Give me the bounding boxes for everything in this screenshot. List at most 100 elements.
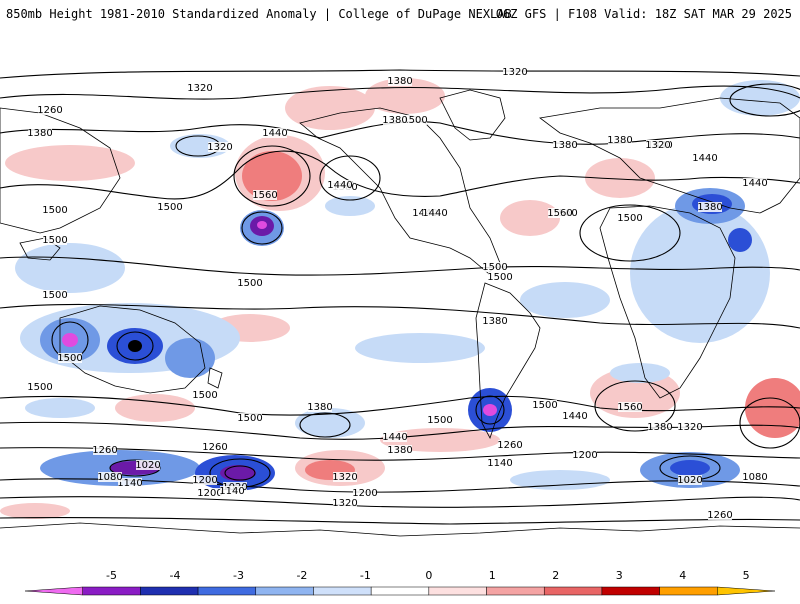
contour-label: 1260 — [707, 510, 732, 521]
contour-closed-high — [579, 204, 681, 262]
anomaly-negative-core — [128, 340, 142, 352]
contour-label: 1320 — [332, 472, 357, 483]
contour-closed-low — [116, 331, 154, 361]
contour-label-bg — [618, 213, 642, 223]
contour-label-bg — [648, 422, 672, 432]
coastline-africa — [599, 205, 736, 399]
colorbar-tick-label: 3 — [616, 569, 623, 582]
coastline-eurasia-west — [0, 107, 121, 234]
contour-label: 1380 — [647, 422, 672, 433]
contour-label: 1500 — [532, 400, 557, 411]
contour-label-bg — [188, 83, 212, 93]
contour-label: 1320 — [332, 498, 357, 509]
colorbar-tick-label: -1 — [360, 569, 371, 582]
contour-label-bg — [43, 235, 67, 245]
colorbar-arrow-low — [24, 586, 83, 596]
contour-line — [0, 69, 800, 79]
contour-label: 1320 — [502, 67, 527, 78]
contour-line — [0, 150, 800, 200]
contour-label: 1380 — [382, 115, 407, 126]
contour-closed-high — [233, 145, 311, 207]
contour-label: 1140 — [117, 478, 142, 489]
contour-label: 1440 — [692, 153, 717, 164]
anomaly-negative-core — [257, 221, 267, 229]
contour-label: 1500 — [617, 213, 642, 224]
contour-line — [0, 256, 800, 276]
colorbar-tick-label: -2 — [296, 569, 307, 582]
contour-label: 1500 — [57, 353, 82, 364]
contour-line — [0, 496, 800, 508]
contour-label-bg — [548, 208, 572, 218]
contour-label-bg — [28, 128, 52, 138]
anomaly-positive-core — [745, 378, 800, 438]
anomaly-negative-region — [355, 333, 485, 363]
contour-label: 1080 — [742, 472, 767, 483]
contour-label: 1500 — [42, 235, 67, 246]
anomaly-positive-core — [242, 151, 302, 201]
contour-label: 1260 — [202, 442, 227, 453]
contour-label: 1440 — [262, 128, 287, 139]
contour-label-bg — [98, 472, 122, 482]
contour-closed-low — [224, 465, 256, 481]
anomaly-negative-core — [483, 404, 497, 416]
colorbar-tick-label: -4 — [170, 569, 181, 582]
colorbar-tick-label: 4 — [679, 569, 686, 582]
colorbar-swatch — [313, 586, 372, 596]
contour-label: 1380 — [387, 445, 412, 456]
contour-label-bg — [28, 382, 52, 392]
contour-label-bg — [483, 316, 507, 326]
contour-label-bg — [388, 445, 412, 455]
anomaly-positive-region — [500, 200, 560, 236]
contour-closed-low — [241, 211, 283, 245]
contour-label-bg — [483, 262, 507, 272]
colorbar-swatch — [140, 586, 199, 596]
contour-label: 1200 — [197, 488, 222, 499]
contour-labels: 1260132013801440150015601500138014401560… — [27, 67, 768, 521]
map-title: 850mb Height 1981-2010 Standardized Anom… — [6, 7, 512, 21]
contour-label-bg — [503, 67, 527, 77]
contour-label-bg — [308, 402, 332, 412]
contour-label: 1320 — [645, 140, 670, 151]
contour-label-bg — [428, 415, 452, 425]
contour-label-bg — [553, 140, 577, 150]
anomaly-negative-region — [25, 398, 95, 418]
contour-label-bg — [263, 128, 287, 138]
colorbar-tick-label: 0 — [425, 569, 432, 582]
height-contours — [0, 69, 800, 525]
colorbar-swatch — [370, 586, 430, 596]
contour-label-bg — [646, 140, 670, 150]
contour-label-bg — [618, 402, 642, 412]
anomaly-positive-region — [0, 503, 70, 519]
contour-closed-high — [319, 155, 381, 201]
contour-label: 1500 — [237, 413, 262, 424]
coastline-greenland — [439, 89, 506, 141]
contour-label: 1500 — [42, 205, 67, 216]
anomaly-negative-region — [510, 470, 610, 490]
colorbar-swatch — [659, 586, 718, 596]
coastline-australia — [59, 305, 206, 394]
contour-closed-low — [729, 83, 800, 117]
colorbar-swatch — [82, 586, 141, 596]
anomaly-negative-core — [670, 460, 710, 476]
contour-label-bg — [608, 135, 632, 145]
contour-label-bg — [488, 272, 512, 282]
contour-label: 1440 — [562, 411, 587, 422]
colorbar-tick-label: 2 — [552, 569, 559, 582]
colorbar-arrow-high — [717, 586, 776, 596]
contour-label-bg — [238, 413, 262, 423]
contour-label: 1260 — [37, 105, 62, 116]
contour-label-bg — [93, 445, 117, 455]
colorbar-swatch — [255, 586, 314, 596]
coastline-eurasia-east — [539, 97, 800, 214]
contour-closed-low — [299, 412, 351, 438]
contour-label-bg — [43, 205, 67, 215]
colorbar-tick-label: -3 — [233, 569, 244, 582]
model-run-info: 06Z GFS | F108 Valid: 18Z SAT MAR 29 202… — [495, 7, 792, 21]
colorbar-tick-label: 1 — [489, 569, 496, 582]
contour-label-bg — [158, 202, 182, 212]
contour-closed-high — [739, 397, 800, 449]
colorbar-tick-label: 5 — [743, 569, 750, 582]
contour-label-bg — [198, 488, 222, 498]
contour-label: 1320 — [187, 83, 212, 94]
contour-label: 1440 — [742, 178, 767, 189]
